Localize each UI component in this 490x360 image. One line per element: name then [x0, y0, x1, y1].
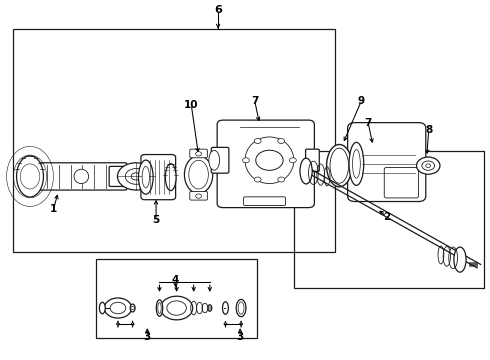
Ellipse shape: [209, 150, 220, 170]
Text: 6: 6: [214, 5, 222, 15]
Ellipse shape: [99, 302, 105, 314]
Ellipse shape: [236, 300, 246, 317]
Text: 7: 7: [251, 96, 258, 106]
Ellipse shape: [327, 144, 352, 187]
Ellipse shape: [130, 304, 135, 312]
Circle shape: [118, 163, 155, 190]
Ellipse shape: [184, 156, 213, 193]
FancyBboxPatch shape: [306, 149, 319, 171]
Text: 5: 5: [152, 215, 160, 225]
Bar: [96, 259, 257, 338]
FancyBboxPatch shape: [384, 167, 418, 198]
Ellipse shape: [454, 247, 466, 272]
Circle shape: [422, 161, 435, 170]
Ellipse shape: [74, 169, 89, 184]
Circle shape: [278, 177, 285, 182]
Text: 2: 2: [383, 212, 391, 221]
FancyBboxPatch shape: [244, 197, 286, 206]
Ellipse shape: [300, 158, 312, 184]
Text: 3: 3: [144, 332, 151, 342]
Bar: [13, 30, 335, 252]
Ellipse shape: [352, 149, 360, 178]
Ellipse shape: [189, 160, 208, 189]
Circle shape: [254, 177, 261, 182]
Text: 8: 8: [425, 125, 432, 135]
Text: 3: 3: [237, 332, 244, 342]
FancyBboxPatch shape: [28, 163, 127, 190]
FancyBboxPatch shape: [190, 149, 207, 158]
FancyBboxPatch shape: [190, 192, 207, 200]
Circle shape: [196, 152, 201, 156]
Circle shape: [416, 157, 440, 174]
Circle shape: [290, 158, 296, 163]
Circle shape: [167, 301, 186, 315]
Ellipse shape: [238, 302, 244, 314]
Ellipse shape: [208, 305, 212, 311]
Circle shape: [426, 164, 431, 167]
FancyBboxPatch shape: [109, 166, 129, 186]
Ellipse shape: [165, 164, 176, 190]
Ellipse shape: [330, 148, 348, 183]
Ellipse shape: [222, 302, 228, 314]
Circle shape: [256, 150, 283, 170]
Text: 10: 10: [184, 100, 198, 110]
Text: 1: 1: [50, 204, 57, 215]
Text: 4: 4: [172, 275, 179, 285]
FancyBboxPatch shape: [211, 147, 229, 173]
Ellipse shape: [158, 303, 161, 314]
Ellipse shape: [142, 166, 149, 188]
Circle shape: [208, 307, 211, 309]
Circle shape: [104, 298, 132, 318]
Circle shape: [131, 173, 141, 180]
Circle shape: [131, 307, 135, 310]
Circle shape: [196, 194, 201, 198]
Circle shape: [160, 296, 193, 320]
FancyBboxPatch shape: [347, 123, 426, 202]
Circle shape: [254, 139, 261, 144]
Circle shape: [125, 168, 147, 184]
FancyBboxPatch shape: [217, 120, 315, 208]
Ellipse shape: [139, 160, 153, 194]
Ellipse shape: [349, 142, 364, 185]
Ellipse shape: [156, 300, 163, 316]
Ellipse shape: [17, 156, 44, 197]
Text: 9: 9: [358, 96, 365, 106]
FancyBboxPatch shape: [141, 154, 175, 200]
Bar: [294, 151, 485, 288]
Circle shape: [243, 158, 249, 163]
Circle shape: [278, 139, 285, 144]
Text: 7: 7: [365, 118, 372, 128]
Circle shape: [110, 302, 126, 314]
